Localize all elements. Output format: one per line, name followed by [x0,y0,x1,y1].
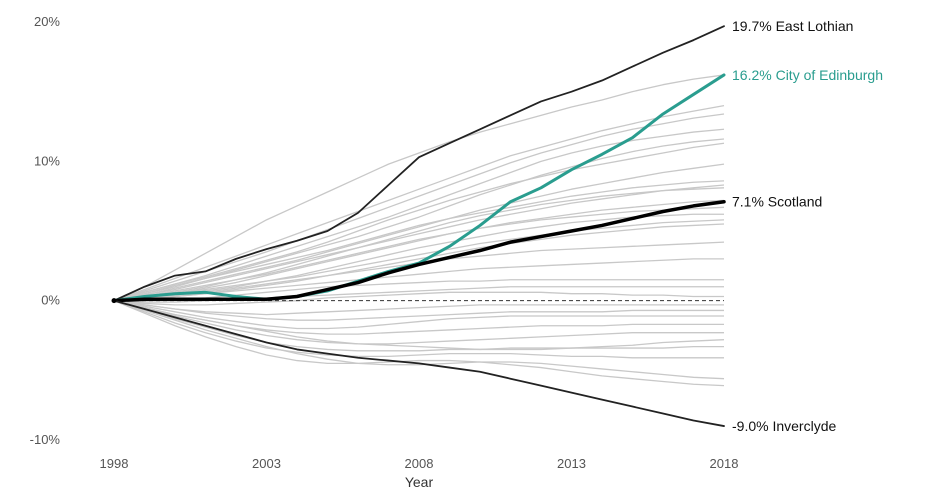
x-tick-label: 2008 [405,456,434,471]
x-axis-title: Year [405,474,434,490]
background-series-line [113,300,724,330]
background-series-line [113,291,724,306]
background-series-line [113,187,725,302]
end-label-city-of-edinburgh: 16.2% City of Edinburgh [732,67,883,83]
end-labels-group: 19.7% East Lothian 16.2% City of Edinburg… [732,18,883,434]
background-series-line [113,180,725,302]
series-line-inverclyde [113,299,725,427]
y-tick-label: -10% [30,432,61,447]
x-tick-label: 2003 [252,456,281,471]
background-series-line [113,300,725,380]
x-tick-label: 2013 [557,456,586,471]
background-series-line [113,104,725,302]
x-tick-label: 2018 [710,456,739,471]
y-tick-label: 10% [34,153,60,168]
background-series-line [113,219,725,302]
x-tick-label: 1998 [100,456,129,471]
background-series-line [113,300,724,352]
background-series-line [113,300,724,359]
background-series-group [113,74,725,387]
background-series-line [113,206,725,302]
background-series-line [113,184,725,302]
y-tick-label: 20% [34,14,60,29]
series-line-east-lothian [113,25,725,302]
background-series-line [114,279,724,302]
origin-point [111,298,117,304]
y-axis-ticks: -10% 0% 10% 20% [30,14,61,447]
background-series-line [113,300,725,387]
background-series-line [113,199,725,302]
end-label-scotland: 7.1% Scotland [732,194,822,210]
x-axis-ticks: 1998 2003 2008 2013 2018 [100,456,739,471]
background-series-line [113,300,724,321]
background-series-line [113,300,724,316]
background-series-line [113,74,725,302]
end-label-east-lothian: 19.7% East Lothian [732,18,853,34]
background-series-line [113,213,724,302]
background-series-line [113,300,725,351]
end-label-inverclyde: -9.0% Inverclyde [732,418,836,434]
background-series-line [113,142,725,302]
background-series-line [113,300,724,345]
series-line-scotland [112,199,726,303]
background-series-line [113,128,725,302]
y-tick-label: 0% [41,293,60,308]
background-series-line [113,163,725,302]
highlighted-series-group [111,25,726,427]
